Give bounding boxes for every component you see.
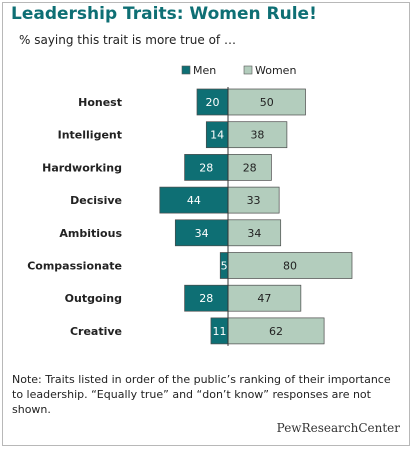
chart-note: Note: Traits listed in order of the publ…	[12, 373, 391, 416]
bar-women	[227, 186, 280, 214]
category-label: Hardworking	[42, 161, 122, 174]
legend-swatch-women	[243, 65, 253, 75]
bar-men	[159, 186, 229, 214]
legend-label-men: Men	[193, 64, 216, 77]
bar-men	[184, 154, 229, 181]
category-label: Compassionate	[27, 260, 122, 273]
data-label-men: 34	[195, 227, 209, 240]
bar-women	[227, 88, 306, 116]
data-label-women: 38	[250, 129, 264, 142]
chart-subtitle: % saying this trait is more true of …	[19, 33, 236, 47]
category-label: Honest	[78, 96, 122, 109]
bar-women	[227, 252, 353, 279]
data-label-men: 14	[210, 129, 224, 142]
bar-women	[227, 154, 272, 181]
data-label-women: 47	[257, 292, 271, 305]
bar-women	[227, 121, 288, 149]
data-label-men: 28	[199, 292, 213, 305]
data-label-men: 44	[187, 194, 201, 207]
data-label-women: 33	[247, 194, 261, 207]
bar-men	[174, 219, 229, 247]
bar-women	[227, 219, 282, 247]
category-label: Outgoing	[65, 292, 122, 305]
data-label-women: 28	[243, 161, 257, 174]
bar-women	[227, 317, 325, 345]
data-label-women: 34	[247, 227, 261, 240]
bar-men	[184, 284, 229, 312]
chart-title: Leadership Traits: Women Rule!	[11, 4, 317, 24]
data-label-men: 11	[212, 325, 226, 338]
data-label-women: 50	[260, 96, 274, 109]
data-label-women: 62	[269, 325, 283, 338]
data-label-men: 20	[206, 96, 220, 109]
bar-women	[227, 284, 302, 312]
category-label: Decisive	[70, 194, 122, 207]
category-label: Ambitious	[59, 227, 122, 240]
data-label-men: 28	[199, 161, 213, 174]
legend-swatch-men	[181, 65, 191, 75]
category-label: Intelligent	[58, 129, 122, 142]
data-label-men: 5	[221, 260, 228, 273]
category-label: Creative	[70, 325, 122, 338]
bar-chart: Men Women Honest 20 50 Intelligent 14 38 Hardwor…	[27, 64, 353, 346]
data-label-women: 80	[283, 260, 297, 273]
legend-label-women: Women	[255, 64, 296, 77]
pew-logo: PewResearchCenter	[276, 421, 400, 435]
